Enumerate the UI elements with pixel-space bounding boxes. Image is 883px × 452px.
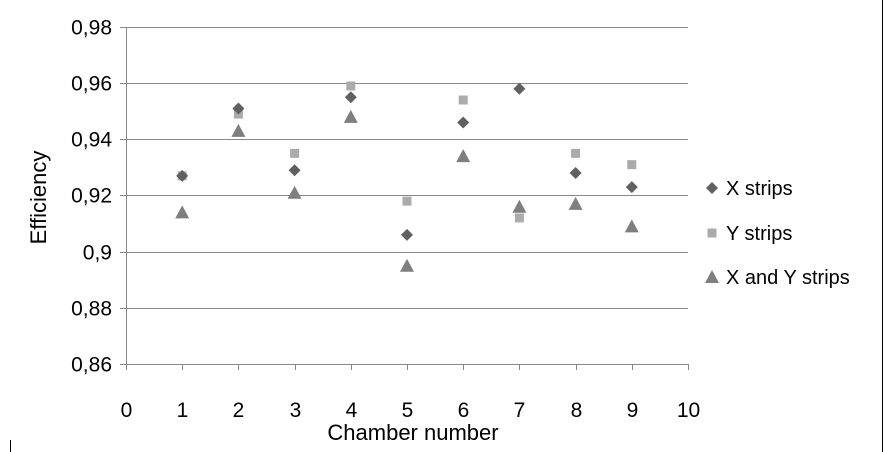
point-x-and-y-strips <box>231 123 246 137</box>
legend-label-x-and-y-strips: X and Y strips <box>726 267 850 289</box>
x-tick-label: 3 <box>290 399 302 422</box>
legend-marker-y-strips <box>707 228 717 238</box>
point-y-strips <box>571 148 581 158</box>
legend-marker-x-and-y-strips <box>705 270 719 283</box>
gridlines <box>126 27 688 309</box>
x-tick-label: 1 <box>177 399 189 422</box>
x-tick-label: 8 <box>571 399 583 422</box>
point-x-and-y-strips <box>568 196 583 210</box>
point-x-strips <box>457 116 470 129</box>
point-y-strips <box>458 95 468 105</box>
legend-label-y-strips: Y strips <box>726 223 792 245</box>
point-x-and-y-strips <box>512 199 527 213</box>
x-tick-label: 0 <box>121 399 133 422</box>
y-tick-label: 0,94 <box>71 129 112 152</box>
y-tick-label: 0,96 <box>71 73 112 96</box>
data-points <box>175 81 639 272</box>
x-tick-label: 4 <box>346 399 358 422</box>
point-x-strips <box>288 164 301 177</box>
point-x-strips <box>513 82 526 95</box>
y-axis-title: Efficiency <box>26 151 51 245</box>
x-tick-label: 7 <box>514 399 526 422</box>
legend-label-x-strips: X strips <box>726 178 793 200</box>
point-x-and-y-strips <box>456 149 471 163</box>
y-tick-label: 0,92 <box>71 185 112 208</box>
point-y-strips <box>514 213 524 223</box>
point-x-strips <box>176 169 189 182</box>
tick-labels: 0,86 0,88 0,9 0,92 0,94 0,96 0,98 0 1 2 3 4 5 6 7 8 9 10 <box>71 17 700 423</box>
point-y-strips <box>402 196 412 206</box>
x-tick-label: 5 <box>402 399 414 422</box>
point-x-strips <box>569 167 582 180</box>
legend: X strips Y strips X and Y strips <box>705 178 850 289</box>
point-y-strips <box>346 81 356 91</box>
x-axis-title: Chamber number <box>327 420 498 445</box>
y-tick-label: 0,98 <box>71 17 112 40</box>
x-tick-label: 9 <box>627 399 639 422</box>
point-x-and-y-strips <box>400 258 414 272</box>
point-x-strips <box>344 91 357 104</box>
point-x-and-y-strips <box>624 219 639 233</box>
axes <box>120 27 689 370</box>
point-x-and-y-strips <box>175 205 190 219</box>
legend-marker-x-strips <box>706 182 718 194</box>
point-y-strips <box>627 160 637 170</box>
y-tick-label: 0,9 <box>83 242 112 265</box>
x-tick-label: 2 <box>233 399 245 422</box>
point-x-strips <box>401 228 413 241</box>
y-tick-label: 0,86 <box>71 354 112 377</box>
point-x-strips <box>625 181 638 194</box>
point-y-strips <box>290 148 300 158</box>
x-tick-label: 10 <box>677 399 700 422</box>
x-tick-label: 6 <box>458 399 470 422</box>
y-tick-label: 0,88 <box>71 298 112 321</box>
point-x-strips <box>232 102 245 115</box>
point-x-and-y-strips <box>287 185 302 199</box>
point-x-and-y-strips <box>343 109 358 123</box>
